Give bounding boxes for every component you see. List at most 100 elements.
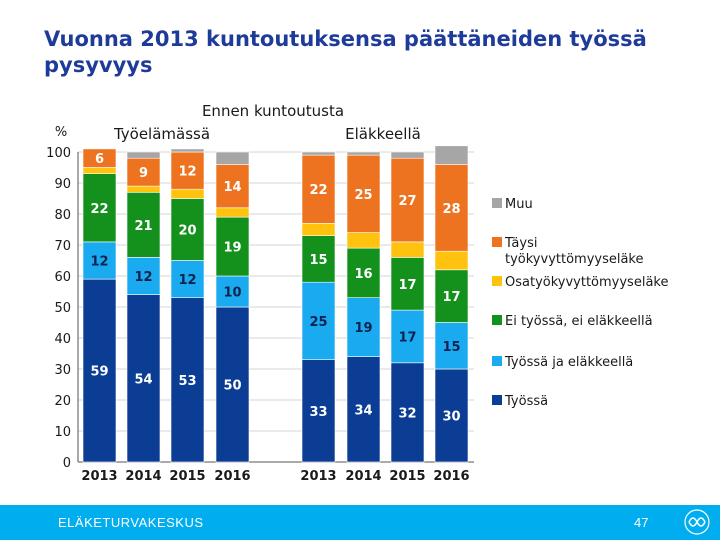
bar-segment <box>434 145 469 165</box>
y-tick-label: 0 <box>63 456 71 471</box>
bar-segment <box>215 151 250 165</box>
data-label: 59 <box>90 365 108 380</box>
data-label: 54 <box>134 372 152 387</box>
page-title: Vuonna 2013 kuntoutuksensa päättäneiden … <box>44 27 647 77</box>
data-label: 27 <box>398 194 416 209</box>
data-label: 16 <box>354 267 372 282</box>
legend-swatch <box>492 395 502 405</box>
data-label: 25 <box>354 188 372 203</box>
bar-segment <box>126 257 161 295</box>
y-tick-label: 10 <box>54 425 71 440</box>
x-tick-label: 2013 <box>81 469 117 484</box>
y-tick-label: 90 <box>54 177 71 192</box>
legend-swatch <box>492 198 502 208</box>
y-axis-label: % <box>55 125 67 140</box>
legend-swatch <box>492 315 502 325</box>
data-label: 20 <box>178 224 196 239</box>
bar-segment <box>126 157 161 187</box>
data-label: 30 <box>442 410 460 425</box>
x-tick-label: 2016 <box>214 469 250 484</box>
x-tick-label: 2013 <box>300 469 336 484</box>
bar-segment <box>82 167 117 174</box>
legend-label: Täysi <box>504 236 537 251</box>
group-title: Eläkkeellä <box>345 125 421 143</box>
legend-swatch <box>492 237 502 247</box>
bar-segment <box>301 235 336 283</box>
bar-segment <box>301 359 336 463</box>
bar-segment <box>170 297 205 463</box>
bar-segment <box>301 223 336 237</box>
legend-label: Osatyökyvyttömyyseläke <box>505 275 668 290</box>
data-label: 12 <box>178 273 196 288</box>
y-tick-label: 80 <box>54 208 71 223</box>
y-tick-label: 60 <box>54 270 71 285</box>
bar-segment <box>126 192 161 258</box>
x-tick-label: 2015 <box>389 469 425 484</box>
data-label: 33 <box>309 405 327 420</box>
bar-segment <box>390 362 425 463</box>
x-tick-label: 2015 <box>169 469 205 484</box>
bar-segment <box>346 297 381 357</box>
bar-segment <box>301 281 336 361</box>
stacked-bar-chart: 0 10 20 30 40 50 60 70 80 90 100% Ennen kuntoutusta… <box>46 102 668 484</box>
legend-swatch <box>492 356 502 366</box>
data-label: 17 <box>442 290 460 305</box>
bar-segment <box>434 269 469 323</box>
bar-segment <box>390 151 425 159</box>
data-label: 34 <box>354 403 372 418</box>
footer-bar: ELÄKETURVAKESKUS 47 <box>0 505 720 540</box>
footer-organization: ELÄKETURVAKESKUS <box>58 515 204 530</box>
bar-segment <box>170 260 205 299</box>
bar-segment <box>170 148 205 153</box>
data-label: 12 <box>178 165 196 180</box>
legend-label: Muu <box>505 197 533 212</box>
data-label: 17 <box>398 278 416 293</box>
bar-segment <box>346 154 381 233</box>
bar-segment <box>215 306 250 463</box>
legend-swatch <box>492 276 502 286</box>
y-tick-label: 30 <box>54 363 71 378</box>
y-tick-label: 70 <box>54 239 71 254</box>
y-tick-label: 40 <box>54 332 71 347</box>
bar-segment <box>346 247 381 299</box>
data-label: 28 <box>442 202 460 217</box>
bar-segment <box>215 164 250 209</box>
bar-segment <box>215 207 250 218</box>
bar-segment <box>390 241 425 258</box>
y-tick-label: 100 <box>46 146 71 161</box>
data-label: 17 <box>398 330 416 345</box>
legend-label: Työssä ja eläkkeellä <box>504 355 633 370</box>
bar-segment <box>434 250 469 271</box>
data-label: 22 <box>90 202 108 217</box>
bar-segment <box>170 188 205 199</box>
data-label: 32 <box>398 406 416 421</box>
legend-label: Ei työssä, ei eläkkeellä <box>505 314 653 329</box>
bar-segment <box>434 368 469 463</box>
bar-segment <box>390 309 425 364</box>
bar-segment <box>170 198 205 261</box>
data-label: 22 <box>309 183 327 198</box>
data-label: 19 <box>354 321 372 336</box>
bar-segment <box>126 185 161 193</box>
bar-segment <box>390 157 425 243</box>
data-label: 12 <box>90 255 108 270</box>
bar-segment <box>434 164 469 252</box>
data-label: 6 <box>95 152 104 167</box>
data-label: 19 <box>223 241 241 256</box>
bar-segment <box>346 232 381 249</box>
bar-segment <box>82 148 117 168</box>
data-label: 15 <box>309 253 327 268</box>
bar-segment <box>301 151 336 156</box>
chart-title: Ennen kuntoutusta <box>202 102 344 120</box>
data-label: 15 <box>442 340 460 355</box>
data-label: 21 <box>134 219 152 234</box>
bar-segment <box>390 257 425 311</box>
bar-segment <box>346 356 381 463</box>
bar-segment <box>215 216 250 277</box>
data-label: 9 <box>139 166 148 181</box>
x-tick-label: 2014 <box>345 469 381 484</box>
x-tick-label: 2016 <box>433 469 469 484</box>
data-label: 12 <box>134 270 152 285</box>
legend-label: Työssä <box>504 394 548 409</box>
data-label: 25 <box>309 315 327 330</box>
